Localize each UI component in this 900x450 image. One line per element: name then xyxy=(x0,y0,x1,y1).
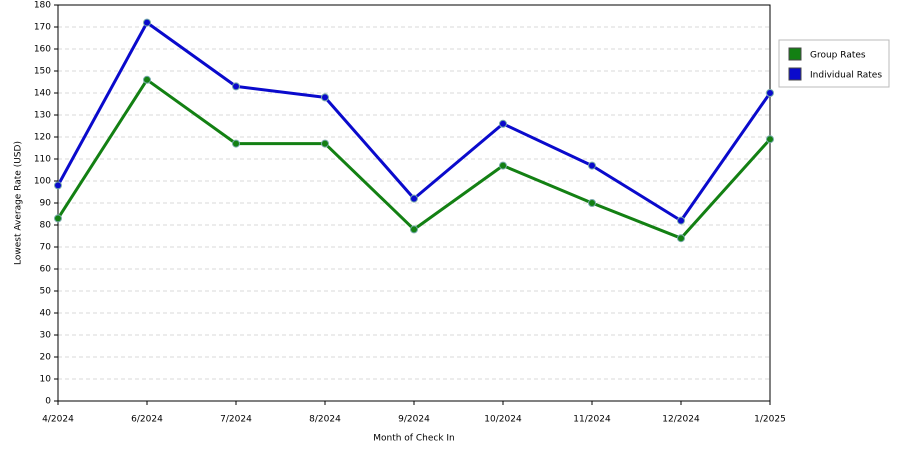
legend-label: Individual Rates xyxy=(810,71,882,81)
y-tick-label: 20 xyxy=(40,353,52,363)
x-tick-label: 12/2024 xyxy=(662,415,700,425)
data-point xyxy=(677,234,685,243)
x-tick-label: 8/2024 xyxy=(309,415,341,425)
y-tick-label: 170 xyxy=(34,23,51,33)
y-tick-label: 100 xyxy=(34,177,51,187)
data-point xyxy=(232,139,240,148)
plot-frame xyxy=(57,4,771,402)
data-point xyxy=(499,119,507,128)
y-tick-label: 30 xyxy=(40,331,52,341)
x-tick-label: 9/2024 xyxy=(398,415,430,425)
y-tick-label: 90 xyxy=(40,199,52,209)
legend-swatch xyxy=(788,67,802,81)
legend-swatch xyxy=(788,47,802,61)
data-point xyxy=(588,199,596,207)
x-axis-title: Month of Check In xyxy=(373,434,455,444)
data-point xyxy=(54,214,62,223)
data-point xyxy=(677,216,685,225)
data-point xyxy=(499,161,507,170)
data-point xyxy=(588,161,596,170)
y-tick-label: 140 xyxy=(34,89,51,99)
y-tick-label: 70 xyxy=(40,243,52,253)
y-tick-label: 150 xyxy=(34,67,51,77)
data-point xyxy=(766,89,774,97)
data-point xyxy=(143,75,151,84)
data-point xyxy=(54,181,62,190)
data-point xyxy=(410,225,418,234)
data-point xyxy=(410,194,418,203)
y-tick-label: 0 xyxy=(45,397,51,407)
y-tick-label: 110 xyxy=(34,155,51,165)
x-tick-label: 1/2025 xyxy=(754,415,786,425)
y-tick-label: 80 xyxy=(40,221,52,231)
y-tick-label: 130 xyxy=(34,111,51,121)
data-point xyxy=(766,135,774,144)
legend-label: Group Rates xyxy=(810,51,866,61)
y-tick-label: 120 xyxy=(34,133,51,143)
data-point xyxy=(321,93,329,102)
y-tick-label: 60 xyxy=(40,265,52,275)
y-axis-title: Lowest Average Rate (USD) xyxy=(14,141,24,265)
data-point xyxy=(321,139,329,148)
y-tick-label: 10 xyxy=(40,375,52,385)
data-point xyxy=(143,18,151,27)
x-tick-label: 4/2024 xyxy=(42,415,74,425)
y-tick-label: 160 xyxy=(34,45,51,55)
y-tick-label: 180 xyxy=(34,1,51,11)
y-tick-label: 40 xyxy=(40,309,52,319)
data-point xyxy=(232,82,240,91)
y-tick-label: 50 xyxy=(40,287,52,297)
x-tick-label: 7/2024 xyxy=(220,415,252,425)
x-tick-label: 10/2024 xyxy=(484,415,522,425)
x-tick-label: 6/2024 xyxy=(131,415,163,425)
x-tick-label: 11/2024 xyxy=(573,415,611,425)
